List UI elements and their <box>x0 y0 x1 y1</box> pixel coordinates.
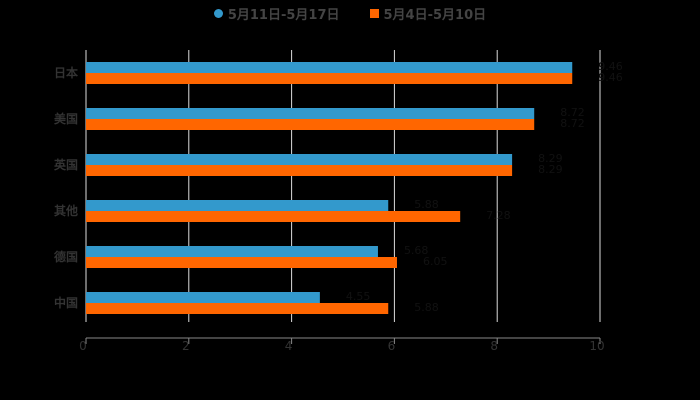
legend-item-series-1[interactable]: 5月11日-5月17日 <box>213 4 340 23</box>
value-label: 9.46 <box>598 71 623 84</box>
value-label: 9.46 <box>598 60 623 73</box>
square-marker-icon <box>369 8 379 18</box>
bar[interactable] <box>86 119 535 130</box>
value-label: 7.28 <box>486 209 511 222</box>
category-label: 德国 <box>54 249 78 264</box>
category-label: 日本 <box>54 65 78 80</box>
category-label: 英国 <box>54 157 78 172</box>
x-tick-label: 0 <box>79 339 87 353</box>
x-tick-label: 8 <box>490 339 498 353</box>
bar[interactable] <box>86 73 573 84</box>
bar[interactable] <box>86 200 389 211</box>
bar[interactable] <box>86 154 513 165</box>
value-label: 5.88 <box>414 301 439 314</box>
bar[interactable] <box>86 108 535 119</box>
category-label: 中国 <box>54 295 78 310</box>
bar[interactable] <box>86 292 320 303</box>
value-label: 5.88 <box>414 198 439 211</box>
legend-label: 5月4日-5月10日 <box>383 7 487 23</box>
value-label: 8.72 <box>560 117 585 130</box>
chart-legend: 5月11日-5月17日 5月4日-5月10日 <box>0 3 700 23</box>
x-tick-label: 10 <box>589 339 604 353</box>
category-label: 其他 <box>54 203 78 218</box>
value-label: 4.55 <box>346 290 371 303</box>
value-label: 6.05 <box>423 255 448 268</box>
legend-item-series-2[interactable]: 5月4日-5月10日 <box>369 4 487 23</box>
bar[interactable] <box>86 246 378 257</box>
circle-marker-icon <box>213 8 223 18</box>
x-tick-label: 2 <box>182 339 190 353</box>
x-tick-label: 4 <box>285 339 293 353</box>
category-label: 美国 <box>54 111 78 126</box>
x-tick-label: 6 <box>388 339 396 353</box>
value-label: 5.68 <box>404 244 429 257</box>
bar[interactable] <box>86 211 461 222</box>
bar[interactable] <box>86 165 513 176</box>
bar[interactable] <box>86 62 573 73</box>
bar[interactable] <box>86 257 397 268</box>
value-label: 8.72 <box>560 106 585 119</box>
bar[interactable] <box>86 303 389 314</box>
legend-label: 5月11日-5月17日 <box>227 7 340 23</box>
value-label: 8.29 <box>538 152 563 165</box>
value-label: 8.29 <box>538 163 563 176</box>
